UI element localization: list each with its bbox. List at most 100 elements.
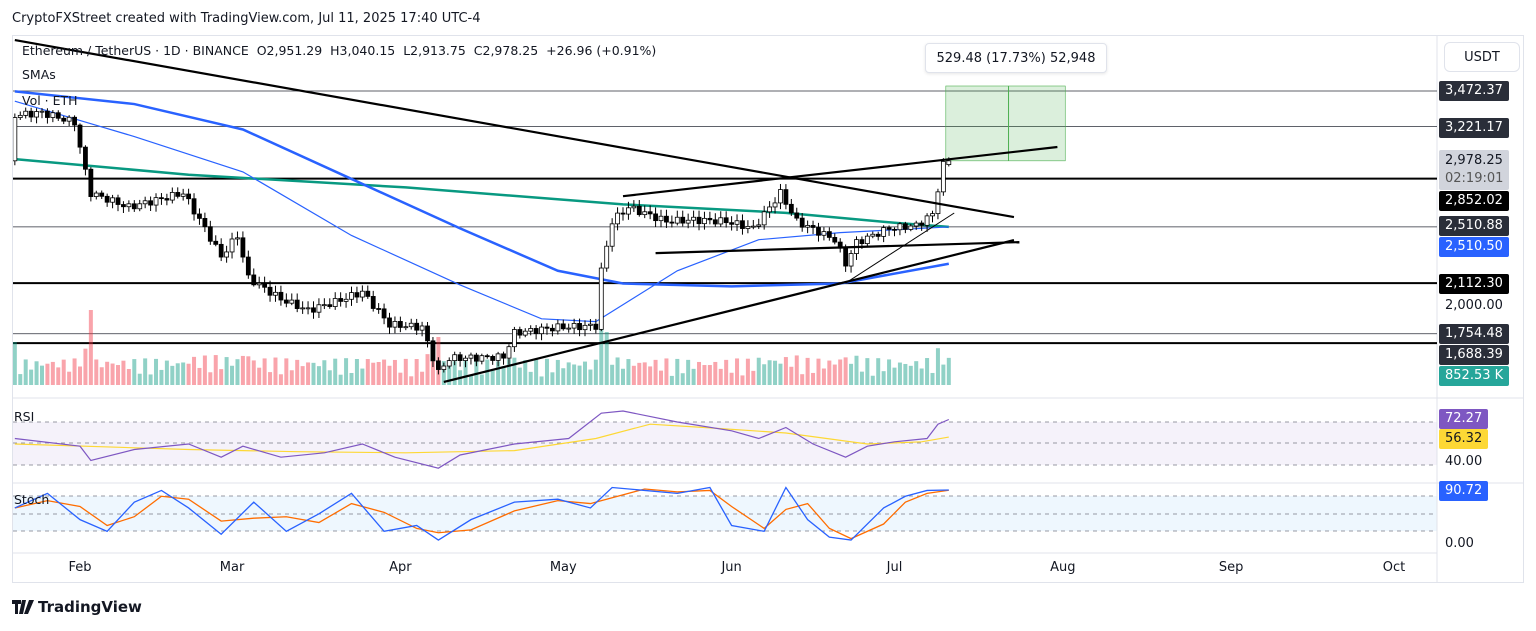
candle-down	[799, 217, 805, 228]
candle-down	[593, 323, 599, 330]
candle-down	[712, 219, 718, 225]
volume-bar	[295, 359, 300, 385]
candle-up	[446, 360, 452, 367]
candle-down	[45, 110, 50, 118]
volume-bar	[175, 363, 180, 385]
candle-down	[197, 213, 202, 219]
candle-down	[83, 146, 88, 170]
candle-up	[495, 353, 501, 361]
chart-credit: CryptoFXStreet created with TradingView.…	[12, 11, 481, 26]
axis-tick-rsi40: 40.00	[1445, 454, 1483, 469]
volume-bar	[599, 322, 604, 385]
candle-down	[859, 239, 865, 245]
volume-bar	[289, 370, 294, 385]
candle-up	[767, 206, 773, 213]
volume-bar	[582, 361, 587, 385]
rsi-legend[interactable]: RSI	[14, 409, 35, 424]
volume-bar	[333, 358, 338, 385]
candle-up	[300, 307, 306, 310]
volume-bar	[914, 361, 919, 385]
volume-bar	[756, 357, 761, 385]
candle-down	[28, 110, 34, 118]
stoch-legend[interactable]: Stoch	[14, 492, 50, 507]
candle-up	[772, 202, 778, 208]
candle-down	[810, 225, 816, 228]
candle-down	[533, 328, 539, 335]
volume-bar	[316, 366, 321, 385]
candle-down	[886, 227, 892, 230]
volume-bar	[517, 367, 522, 385]
candle-down	[669, 221, 675, 224]
volume-bar	[930, 372, 935, 385]
volume-bar	[821, 368, 826, 385]
volume-bar	[849, 363, 854, 385]
candle-down	[207, 226, 213, 242]
candle-down	[77, 124, 83, 148]
candle-up	[403, 326, 409, 329]
volume-bar	[39, 365, 44, 385]
candle-down	[338, 298, 344, 302]
price-level-label: 2,510.88	[1439, 216, 1509, 236]
volume-bar	[496, 361, 501, 385]
time-axis-label: Apr	[389, 560, 412, 575]
volume-bar	[121, 360, 126, 385]
candle-up	[17, 114, 23, 118]
volume-bar	[588, 369, 593, 385]
volume-bar	[382, 359, 387, 385]
volume-bar	[268, 372, 273, 385]
volume-bar	[376, 361, 381, 385]
candle-down	[696, 216, 702, 225]
candle-down	[647, 211, 653, 215]
stoch-k-line	[14, 486, 949, 541]
price-level-label: 3,221.17	[1439, 118, 1509, 138]
volume-bar	[273, 357, 278, 385]
candle-up	[924, 215, 930, 226]
volume-bar	[284, 358, 289, 385]
currency-button[interactable]: USDT	[1444, 42, 1520, 72]
volume-bar	[338, 374, 343, 385]
symbol-name[interactable]: Ethereum / TetherUS · 1D · BINANCE	[22, 43, 249, 58]
candle-up	[615, 212, 620, 225]
candle-up	[235, 237, 240, 240]
candle-up	[332, 298, 338, 307]
candle-down	[457, 354, 463, 361]
candle-up	[23, 110, 29, 116]
candle-down	[376, 308, 382, 310]
symbol-legend: Ethereum / TetherUS · 1D · BINANCE O2,95…	[22, 43, 656, 58]
candle-up	[691, 216, 696, 221]
candle-up	[419, 325, 425, 331]
sma50-line	[14, 100, 949, 323]
candle-up	[452, 354, 458, 362]
candle-up	[881, 227, 887, 237]
volume-bar	[192, 356, 197, 385]
volume-bar	[392, 359, 397, 385]
smas-legend[interactable]: SMAs	[22, 67, 56, 82]
candle-up	[821, 231, 827, 236]
candle-down	[218, 243, 224, 258]
volume-bar	[251, 360, 256, 385]
candle-down	[55, 112, 61, 119]
time-axis-label: Mar	[219, 560, 245, 575]
volume-bar	[311, 362, 316, 385]
volume-bar	[441, 361, 446, 385]
candle-up	[870, 233, 876, 237]
candle-down	[875, 233, 881, 237]
rsi-ma-line	[14, 423, 949, 454]
volume-bar	[360, 368, 365, 385]
volume-legend[interactable]: Vol · ETH	[22, 93, 78, 108]
volume-bar	[805, 357, 810, 385]
candle-up	[229, 238, 235, 253]
volume-bar	[181, 362, 186, 385]
volume-bar	[126, 369, 131, 385]
price-change: +26.96 (+0.91%)	[546, 43, 657, 58]
candle-down	[115, 197, 121, 205]
candle-down	[267, 286, 273, 296]
rsi-ma-label: 56.32	[1439, 429, 1489, 449]
tradingview-logo[interactable]: TradingView	[12, 598, 142, 616]
volume-bar	[550, 372, 555, 385]
candle-up	[463, 357, 468, 361]
candle-down	[213, 240, 219, 245]
current-price-label: 2,978.25 02:19:01	[1439, 150, 1510, 190]
volume-bar	[83, 348, 88, 385]
